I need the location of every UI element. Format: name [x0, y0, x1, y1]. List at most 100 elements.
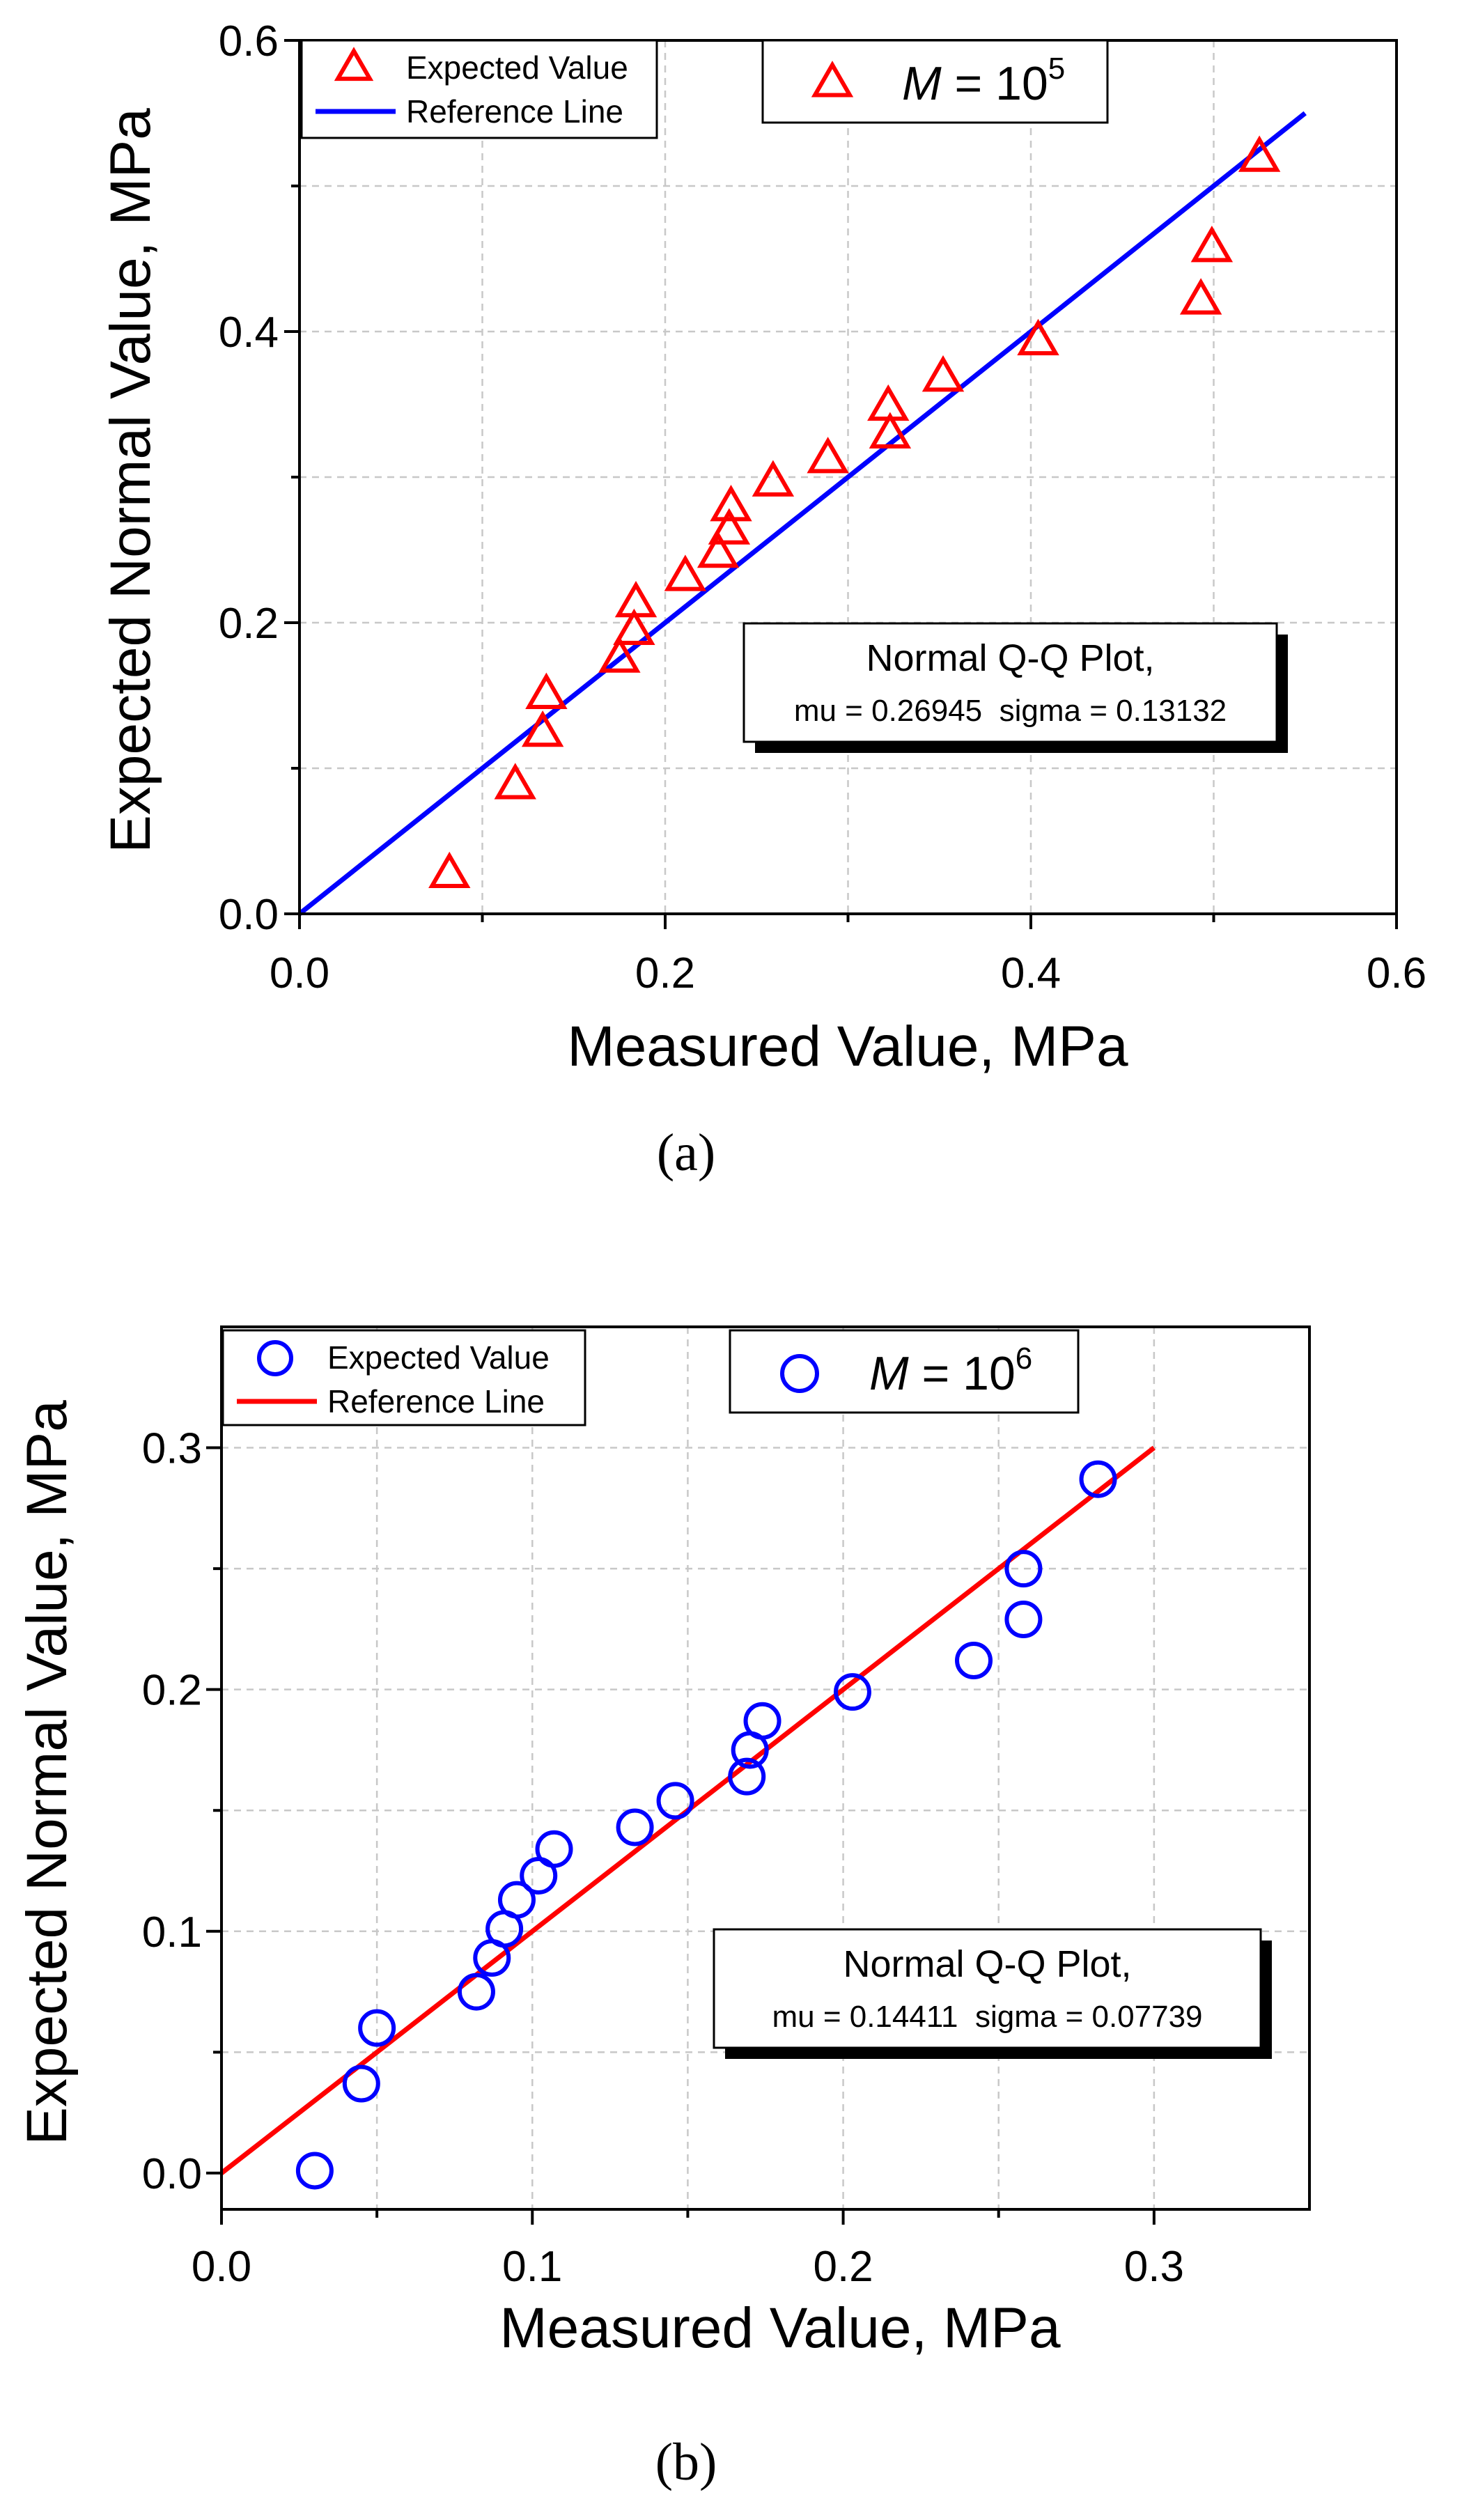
panel-a-data-point-0 — [428, 851, 471, 889]
panel-a-data-point-7 — [664, 554, 707, 591]
panel-b-data-point-8 — [535, 1830, 573, 1868]
panel-a-m-annotation: M = 105 — [761, 39, 1109, 124]
panel-a-data-point-8 — [697, 531, 740, 568]
panel-b-m-annotation-text: M = 106 — [869, 1341, 1032, 1400]
panel-b-stats-title: Normal Q-Q Plot, — [843, 1943, 1131, 1985]
panel-a-legend-box — [300, 39, 658, 139]
panel-a-legend-entry-expected: Expected Value — [406, 49, 628, 86]
panel-b-data-point-1 — [342, 2064, 380, 2103]
panel-b-m-annotation: M = 106 — [729, 1329, 1080, 1414]
panel-a-legend-marker-shape — [334, 47, 374, 81]
panel-b-data-point-16 — [1004, 1601, 1043, 1639]
panel-b-data-point-17 — [1004, 1550, 1043, 1588]
panel-a-data-point-10 — [710, 485, 752, 522]
panel-b-legend: Expected Value Reference Line — [221, 1329, 586, 1426]
panel-b-x-axis-label: Measured Value, MPa — [499, 2296, 1061, 2360]
panel-a-data-point-13 — [869, 412, 912, 449]
panel-a-ticks: 0.0 0.2 0.4 0.6 0.0 0.2 0.4 0.6 — [219, 17, 1426, 997]
panel-a-data-point-15 — [921, 355, 965, 392]
panel-a-data-point-2 — [521, 710, 564, 747]
panel-a-reference-line — [297, 111, 1307, 916]
panel-b-ticks: 0.0 0.1 0.2 0.3 0.0 0.1 0.2 0.3 — [142, 1425, 1184, 2291]
panel-b-legend-entry-expected: Expected Value — [327, 1339, 550, 1376]
panel-a-y-tick-label-2: 0.4 — [219, 309, 279, 357]
panel-a-plot-area — [297, 111, 1307, 916]
panel-a-data-point-16 — [1017, 318, 1059, 356]
panel-b-plot-area — [219, 1445, 1156, 2190]
panel-a-m-annotation-text: M = 105 — [902, 52, 1065, 110]
panel-a-caption-text: (a) — [657, 1123, 715, 1182]
panel-a-legend: Expected Value Reference Line — [300, 39, 658, 139]
panel-b-y-axis-label: Expected Normal Value, MPa — [15, 1400, 79, 2145]
panel-b-m-marker-icon — [780, 1354, 819, 1393]
panel-a-m-annotation-box — [761, 39, 1109, 124]
panel-b-m-exponent: 6 — [1016, 1341, 1032, 1376]
panel-a-data-point-18 — [1190, 226, 1234, 263]
panel-b-data-point-3 — [457, 1973, 495, 2011]
panel-a-data-point-6 — [614, 580, 658, 618]
panel-a-m-marker-shape — [811, 61, 854, 98]
panel-b-data-point-10 — [656, 1782, 694, 1820]
panel-b-m-base: = 10 — [909, 1347, 1016, 1400]
panel-b-data-point-2 — [358, 2009, 396, 2047]
panel-b-data-point-14 — [833, 1673, 871, 1711]
panel-a-m-base: = 10 — [942, 57, 1048, 110]
panel-a-stats-title: Normal Q-Q Plot, — [866, 637, 1154, 679]
panel-b-stats-values: mu = 0.14411 sigma = 0.07739 — [772, 2000, 1202, 2034]
panel-a-y-tick-label-1: 0.2 — [219, 600, 279, 648]
panel-a-m-exponent: 5 — [1048, 52, 1065, 86]
panel-b-data-point-13 — [743, 1702, 781, 1740]
panel-a-data-point-11 — [752, 460, 795, 497]
panel-a-x-tick-label-3: 0.6 — [1367, 949, 1426, 997]
panel-b-data-point-9 — [616, 1808, 654, 1846]
panel-b-x-tick-label-0: 0.0 — [192, 2243, 251, 2291]
panel-b-y-tick-label-0: 0.0 — [142, 2150, 202, 2198]
panel-a-stats-box: Normal Q-Q Plot, mu = 0.26945 sigma = 0.… — [742, 622, 1288, 753]
panel-b-chart: 0.0 0.1 0.2 0.3 0.0 0.1 0.2 0.3 Measured Value,… — [15, 1325, 1311, 2491]
panel-b-y-tick-label-1: 0.1 — [142, 1908, 202, 1957]
panel-a-m-symbol: M — [902, 57, 942, 110]
panel-a-chart: 0.0 0.2 0.4 0.6 0.0 0.2 0.4 0.6 Measured Value,… — [99, 17, 1426, 1182]
panel-b-m-marker-shape — [780, 1354, 819, 1393]
panel-a-data-point-14 — [867, 384, 910, 421]
panel-b-m-symbol: M — [869, 1347, 909, 1400]
panel-a-y-tick-label-3: 0.6 — [219, 17, 279, 65]
panel-a-stats-frame — [742, 622, 1278, 743]
panel-a-data-point-1 — [494, 763, 536, 800]
panel-a-legend-entry-reference: Reference Line — [406, 93, 623, 130]
panel-b-legend-entry-reference: Reference Line — [327, 1383, 545, 1420]
panel-b-legend-marker-icon — [257, 1340, 293, 1376]
panel-a-x-tick-label-2: 0.4 — [1001, 949, 1061, 997]
panel-a-caption: (a) — [657, 1123, 715, 1182]
panel-b-data-point-18 — [1079, 1460, 1117, 1498]
panel-a-data-point-5 — [613, 608, 655, 645]
panel-b-stats-frame — [713, 1928, 1262, 2049]
panel-b-m-annotation-box — [729, 1329, 1080, 1414]
panel-b-data-point-6 — [497, 1881, 536, 1919]
panel-a-x-axis-label: Measured Value, MPa — [567, 1015, 1128, 1078]
panel-b-y-tick-label-2: 0.2 — [142, 1667, 202, 1715]
panel-a-data-point-3 — [525, 672, 568, 709]
panel-a-stats-values: mu = 0.26945 sigma = 0.13132 — [794, 694, 1227, 728]
panel-b-x-tick-label-1: 0.1 — [502, 2243, 562, 2291]
panel-a-x-tick-label-0: 0.0 — [270, 949, 329, 997]
panel-a-y-tick-label-0: 0.0 — [219, 891, 279, 939]
panel-a-x-tick-label-1: 0.2 — [635, 949, 695, 997]
panel-b-caption: (b) — [655, 2433, 717, 2491]
panel-a-data-point-17 — [1179, 278, 1222, 315]
panel-a-data-point-12 — [807, 437, 849, 474]
panel-b-stats-box: Normal Q-Q Plot, mu = 0.14411 sigma = 0.… — [713, 1928, 1272, 2059]
panel-b-caption-text: (b) — [655, 2433, 717, 2491]
panel-b-x-tick-label-3: 0.3 — [1124, 2243, 1184, 2291]
panel-b-data-point-11 — [728, 1757, 766, 1796]
panel-b-y-tick-label-3: 0.3 — [142, 1425, 202, 1473]
panel-a-m-marker-icon — [811, 61, 854, 98]
panel-b-legend-marker-shape — [257, 1340, 293, 1376]
panel-b-x-tick-label-2: 0.2 — [813, 2243, 873, 2291]
panel-a-y-axis-label: Expected Normal Value, MPa — [99, 108, 162, 853]
panel-b-axes-frame — [220, 1325, 1311, 2211]
panel-b-data-point-15 — [955, 1642, 993, 1680]
panel-a-data-point-4 — [598, 636, 641, 673]
panel-b-data-point-0 — [295, 2152, 334, 2190]
